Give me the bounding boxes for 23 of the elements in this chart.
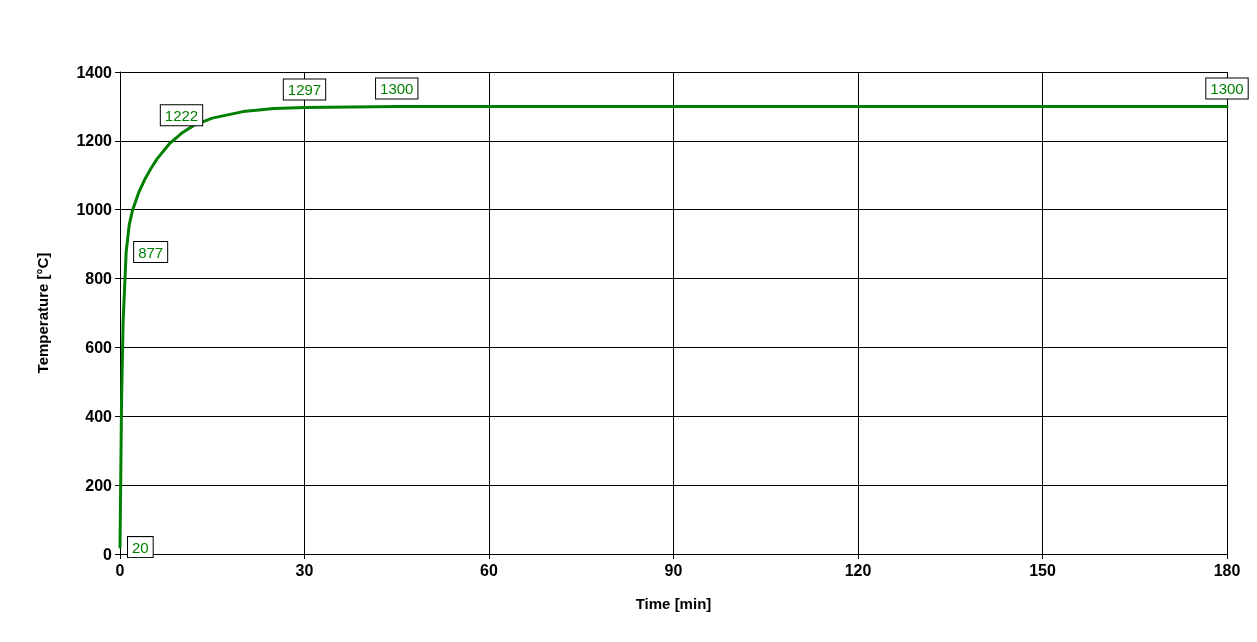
- data-label: 1222: [164, 107, 199, 125]
- data-label: 20: [132, 538, 149, 556]
- y-tick-label: 800: [85, 270, 113, 288]
- x-tick-label: 180: [1213, 561, 1241, 579]
- data-label: 1300: [1210, 80, 1244, 98]
- x-tick-label: 0: [115, 561, 125, 579]
- x-tick-label: 30: [295, 561, 314, 579]
- y-axis-title: Temperature [°C]: [34, 252, 51, 374]
- y-tick-label: 600: [85, 338, 113, 356]
- x-tick-label: 150: [1029, 561, 1056, 579]
- data-label: 1297: [287, 81, 322, 99]
- y-tick-label: 400: [85, 407, 113, 425]
- y-tick-label: 1200: [76, 132, 113, 150]
- data-label: 1300: [380, 80, 414, 98]
- y-tick-label: 1400: [76, 63, 113, 81]
- y-tick-label: 200: [85, 476, 113, 494]
- data-label: 877: [138, 243, 164, 261]
- y-tick-label: 1000: [76, 201, 113, 219]
- x-tick-label: 120: [844, 561, 872, 579]
- x-axis-title: Time [min]: [635, 595, 712, 612]
- x-tick-label: 90: [664, 561, 683, 579]
- y-tick-label: 0: [103, 545, 113, 563]
- x-tick-label: 60: [480, 561, 498, 579]
